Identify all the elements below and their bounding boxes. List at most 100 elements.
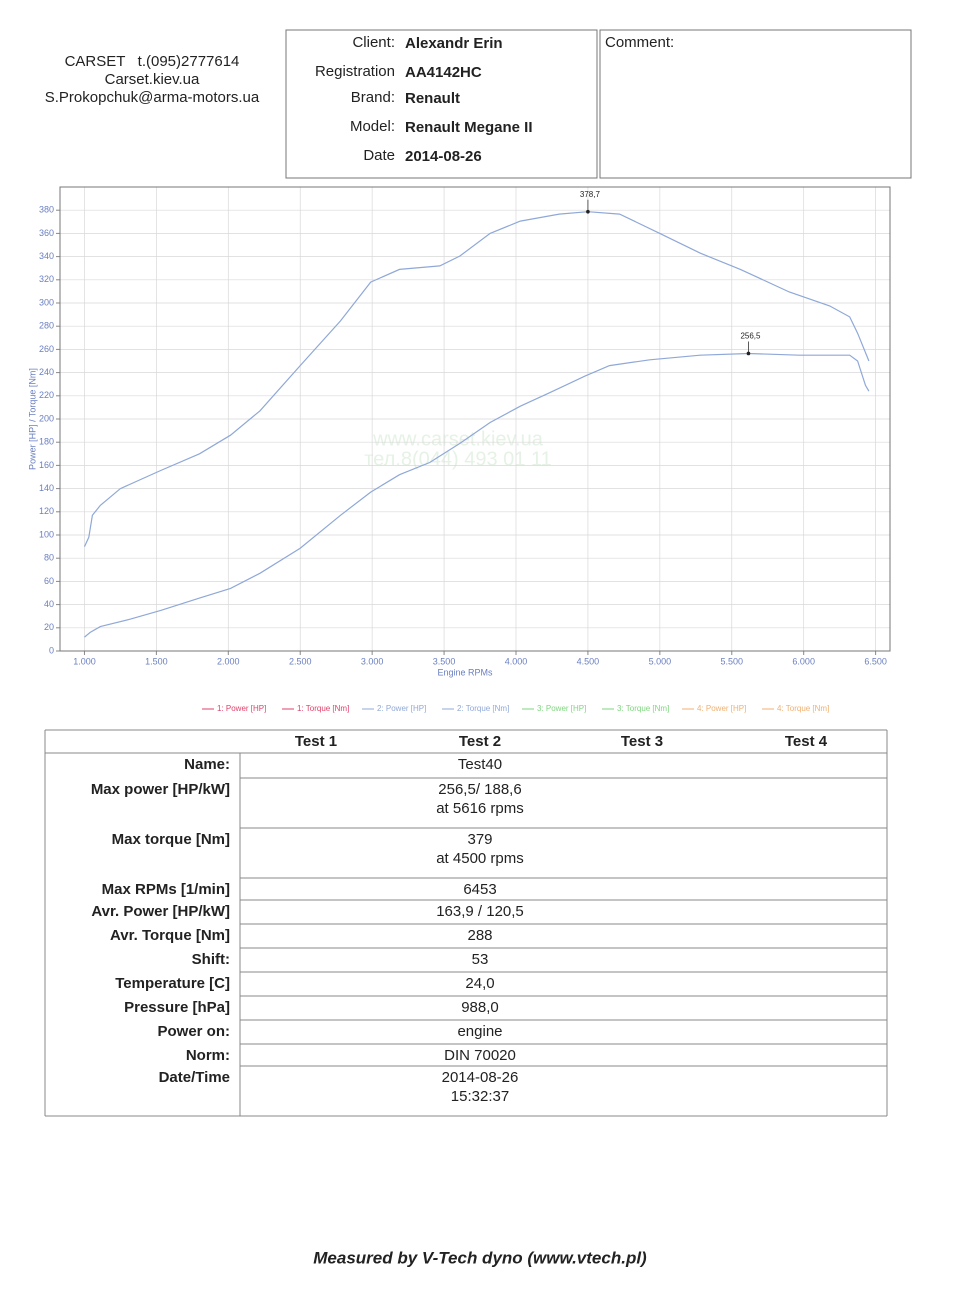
- legend-label: 3: Power [HP]: [537, 704, 586, 713]
- column-header: Test 3: [621, 733, 663, 750]
- y-tick-label: 100: [39, 529, 54, 539]
- cell-value: at 5616 rpms: [436, 800, 524, 817]
- y-tick-label: 40: [44, 599, 54, 609]
- x-tick-label: 1.000: [73, 656, 96, 666]
- cell-value: 988,0: [461, 999, 499, 1016]
- field-value: Renault: [405, 90, 460, 107]
- plot-frame: [59, 186, 891, 652]
- x-tick-label: 6.500: [864, 656, 887, 666]
- cell-value: 163,9 / 120,5: [436, 903, 524, 920]
- watermark: www.carset.kiev.ua: [372, 428, 544, 450]
- x-tick-label: 5.000: [649, 656, 672, 666]
- row-label: Max RPMs [1/min]: [102, 881, 230, 898]
- header-line: S.Prokopchuk@arma-motors.ua: [45, 89, 260, 106]
- legend-label: 4: Power [HP]: [697, 704, 746, 713]
- cell-value: 6453: [463, 881, 496, 898]
- y-axis-label: Power [HP] / Torque [Nm]: [27, 368, 37, 470]
- y-tick-label: 60: [44, 576, 54, 586]
- field-value: Renault Megane II: [405, 119, 533, 136]
- x-tick-label: 6.000: [792, 656, 815, 666]
- header-line: CARSET t.(095)2777614: [65, 53, 240, 70]
- x-tick-label: 3.500: [433, 656, 456, 666]
- y-tick-label: 120: [39, 506, 54, 516]
- comment-box: [599, 29, 912, 179]
- cell-value: 2014-08-26: [442, 1069, 519, 1086]
- cell-value: 379: [467, 831, 492, 848]
- y-tick-label: 0: [49, 645, 54, 655]
- y-tick-label: 160: [39, 460, 54, 470]
- footer: Measured by V-Tech dyno (www.vtech.pl): [313, 1248, 647, 1267]
- x-tick-label: 2.500: [289, 656, 312, 666]
- y-tick-label: 80: [44, 553, 54, 563]
- field-value: 2014-08-26: [405, 148, 482, 165]
- y-tick-label: 320: [39, 274, 54, 284]
- annotation-point: [586, 209, 590, 214]
- series-line: [83, 211, 870, 547]
- cell-value: 288: [467, 927, 492, 944]
- field-label: Date: [363, 147, 395, 164]
- y-tick-label: 20: [44, 622, 54, 632]
- row-label: Name:: [184, 756, 230, 773]
- field-label: Model:: [350, 118, 395, 135]
- row-label: Pressure [hPa]: [124, 999, 230, 1016]
- legend-label: 1: Power [HP]: [217, 704, 266, 713]
- row-label: Avr. Torque [Nm]: [110, 927, 230, 944]
- header-line: Carset.kiev.ua: [105, 71, 200, 88]
- cell-value: at 4500 rpms: [436, 850, 524, 867]
- row-label: Max power [HP/kW]: [91, 781, 230, 798]
- cell-value: 53: [472, 951, 489, 968]
- cell-value: 24,0: [465, 975, 494, 992]
- y-tick-label: 360: [39, 228, 54, 238]
- row-label: Temperature [C]: [115, 975, 230, 992]
- field-label: Registration: [315, 63, 395, 80]
- client-box: [285, 29, 598, 179]
- legend-label: 3: Torque [Nm]: [617, 704, 669, 713]
- row-label: Date/Time: [159, 1069, 230, 1086]
- row-label: Avr. Power [HP/kW]: [91, 903, 230, 920]
- legend-label: 2: Torque [Nm]: [457, 704, 509, 713]
- column-header: Test 1: [295, 733, 337, 750]
- legend-label: 4: Torque [Nm]: [777, 704, 829, 713]
- field-label: Brand:: [351, 89, 395, 106]
- y-tick-label: 380: [39, 205, 54, 215]
- field-value: AA4142HC: [405, 64, 482, 81]
- series-line: [84, 352, 870, 638]
- field-label: Client:: [352, 34, 395, 51]
- x-tick-label: 5.500: [721, 656, 744, 666]
- annotation-label: 256,5: [740, 332, 761, 341]
- x-axis-label: Engine RPMs: [437, 667, 493, 677]
- x-tick-label: 3.000: [361, 656, 384, 666]
- row-label: Power on:: [157, 1023, 230, 1040]
- watermark: тел.8(044) 493 01 11: [364, 448, 551, 470]
- y-tick-label: 180: [39, 437, 54, 447]
- legend-label: 1: Torque [Nm]: [297, 704, 349, 713]
- y-tick-label: 200: [39, 413, 54, 423]
- comment-label: Comment:: [605, 34, 674, 51]
- x-tick-label: 4.000: [505, 656, 528, 666]
- y-tick-label: 140: [39, 483, 54, 493]
- cell-value: Test40: [458, 756, 502, 773]
- y-tick-label: 340: [39, 251, 54, 261]
- x-tick-label: 4.500: [577, 656, 600, 666]
- x-tick-label: 1.500: [145, 656, 168, 666]
- y-tick-label: 220: [39, 390, 54, 400]
- legend-label: 2: Power [HP]: [377, 704, 426, 713]
- y-tick-label: 300: [39, 297, 54, 307]
- y-tick-label: 280: [39, 321, 54, 331]
- x-tick-label: 2.000: [217, 656, 240, 666]
- column-header: Test 2: [459, 733, 501, 750]
- cell-value: 15:32:37: [451, 1088, 509, 1105]
- row-label: Max torque [Nm]: [112, 831, 230, 848]
- annotation-point: [746, 351, 751, 356]
- field-value: Alexandr Erin: [405, 35, 503, 52]
- y-tick-label: 240: [39, 367, 54, 377]
- y-tick-label: 260: [39, 344, 54, 354]
- column-header: Test 4: [785, 733, 828, 750]
- row-label: Shift:: [192, 951, 230, 968]
- cell-value: engine: [457, 1023, 502, 1040]
- cell-value: DIN 70020: [444, 1047, 516, 1064]
- cell-value: 256,5/ 188,6: [438, 781, 521, 798]
- annotation-label: 378,7: [580, 190, 601, 199]
